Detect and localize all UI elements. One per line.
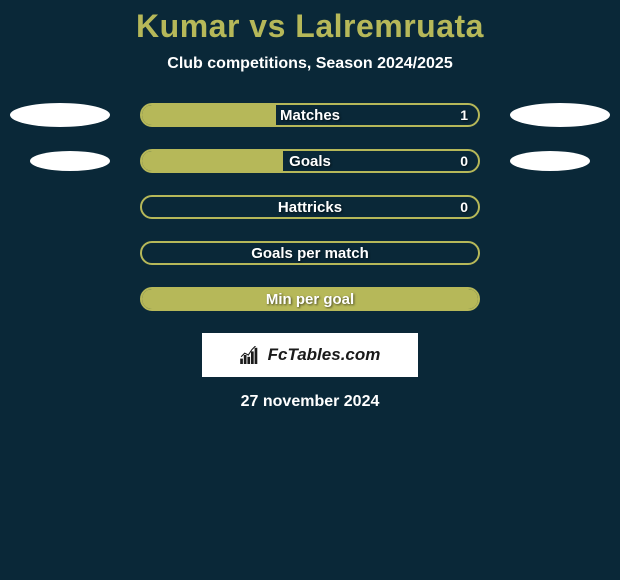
bar-fill-left	[142, 151, 283, 171]
subtitle: Club competitions, Season 2024/2025	[167, 55, 452, 73]
stat-label: Goals	[289, 153, 331, 170]
stat-bar: Matches 1	[140, 103, 480, 127]
stat-value-right: 0	[460, 199, 468, 215]
stat-bar: Min per goal	[140, 287, 480, 311]
stat-row-min-per-goal: Min per goal	[0, 287, 620, 311]
stat-label: Goals per match	[251, 245, 369, 262]
date-text: 27 november 2024	[241, 393, 380, 411]
stat-label: Min per goal	[266, 291, 354, 308]
stat-label: Matches	[280, 107, 340, 124]
stat-row-matches: Matches 1	[0, 103, 620, 127]
player-ellipse-right	[510, 103, 610, 127]
bar-fill-left	[142, 105, 276, 125]
stat-row-goals: Goals 0	[0, 149, 620, 173]
bar-chart-icon	[240, 346, 262, 364]
comparison-infographic: Kumar vs Lalremruata Club competitions, …	[0, 0, 620, 411]
player-ellipse-left	[10, 103, 110, 127]
stat-row-hattricks: Hattricks 0	[0, 195, 620, 219]
logo-text: FcTables.com	[268, 345, 381, 365]
page-title: Kumar vs Lalremruata	[136, 8, 484, 45]
stat-value-right: 0	[460, 153, 468, 169]
logo-box: FcTables.com	[202, 333, 418, 377]
stats-area: Matches 1 Goals 0 Hattricks 0	[0, 103, 620, 311]
player-ellipse-right	[510, 151, 590, 171]
stat-row-goals-per-match: Goals per match	[0, 241, 620, 265]
stat-label: Hattricks	[278, 199, 342, 216]
stat-value-right: 1	[460, 107, 468, 123]
stat-bar: Goals 0	[140, 149, 480, 173]
stat-bar: Goals per match	[140, 241, 480, 265]
player-ellipse-left	[30, 151, 110, 171]
stat-bar: Hattricks 0	[140, 195, 480, 219]
